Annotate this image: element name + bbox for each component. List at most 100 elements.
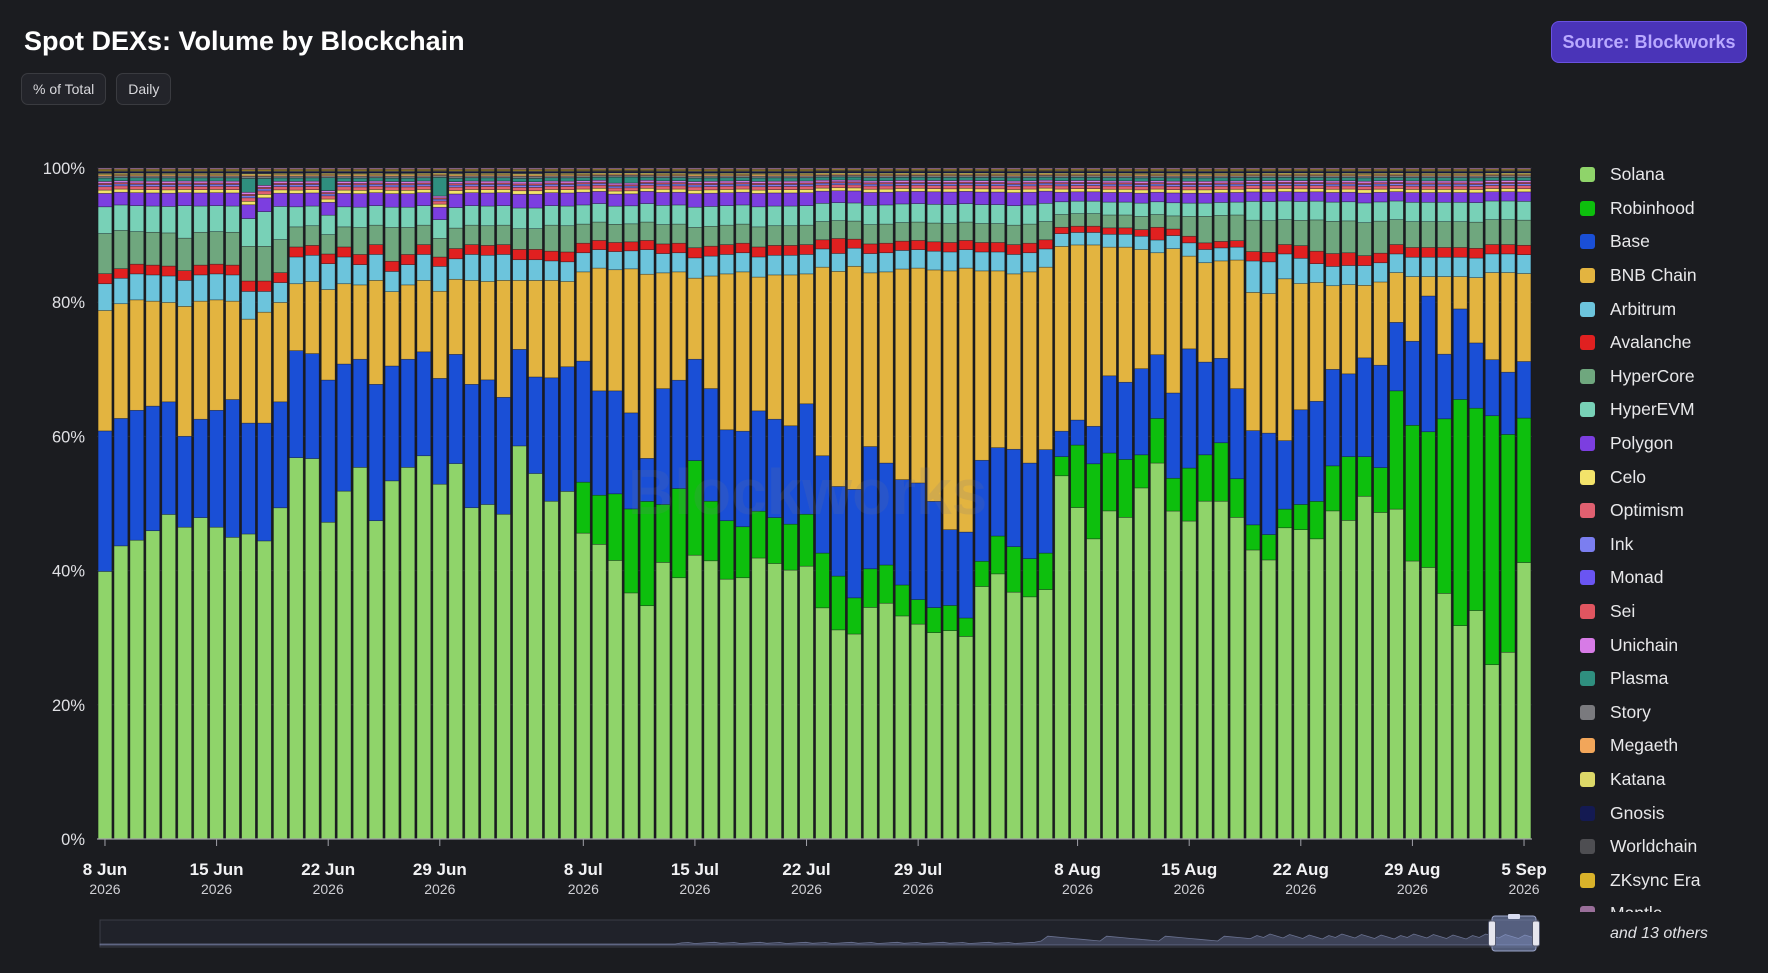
bar-segment (608, 187, 623, 192)
bar-segment (576, 481, 591, 534)
legend-item[interactable]: Base (1580, 225, 1760, 259)
bar-segment (1341, 252, 1356, 266)
legend-label: Optimism (1610, 500, 1684, 521)
bar-segment (464, 224, 479, 245)
bar-segment (113, 204, 129, 231)
legend-item[interactable]: Megaeth (1580, 729, 1760, 763)
bar-segment (480, 281, 495, 381)
legend-item[interactable]: Unichain (1580, 628, 1760, 662)
legend-item[interactable]: Robinhood (1580, 192, 1760, 226)
bar-segment (1166, 192, 1181, 204)
bar-segment (448, 190, 463, 195)
daily-toggle[interactable]: Daily (116, 73, 172, 105)
bar-segment (384, 365, 400, 482)
bar-segment (1102, 192, 1117, 203)
legend-item[interactable]: BNB Chain (1580, 259, 1760, 293)
bar-segment (416, 192, 432, 206)
bar-segment (113, 188, 129, 193)
bar-segment (847, 202, 862, 222)
x-tick-label: 29 Aug (1384, 860, 1440, 879)
bar-segment (1293, 185, 1308, 190)
bar-segment (847, 176, 862, 181)
legend-item[interactable]: HyperEVM (1580, 393, 1760, 427)
bar-segment (496, 513, 511, 840)
bar-segment (815, 190, 830, 204)
range-selection-window[interactable] (1491, 915, 1537, 952)
legend-item[interactable]: Mantle (1580, 897, 1760, 912)
bar-segment (1213, 185, 1229, 190)
bar-segment (528, 376, 543, 474)
bar-segment (560, 189, 575, 194)
legend-item[interactable]: Avalanche (1580, 326, 1760, 360)
bar-segment (1500, 253, 1516, 273)
legend-item[interactable]: Celo (1580, 460, 1760, 494)
legend-item[interactable]: Sei (1580, 595, 1760, 629)
bar-segment (1245, 260, 1261, 293)
bar-segment (1150, 188, 1165, 193)
bar-segment (639, 187, 655, 192)
bar-segment (496, 167, 511, 170)
bar-segment (1309, 263, 1324, 283)
bar-segment (1469, 189, 1484, 194)
bar-segment (448, 193, 463, 208)
bar-segment (257, 540, 272, 840)
source-button[interactable]: Source: Blockworks (1551, 21, 1747, 63)
bar-segment (815, 248, 830, 268)
bar-segment (895, 479, 910, 586)
bar-segment (1309, 501, 1324, 540)
bar-segment (1070, 167, 1085, 170)
legend-item[interactable]: Arbitrum (1580, 292, 1760, 326)
x-tick-year: 2026 (313, 881, 344, 897)
legend-item[interactable]: Solana (1580, 158, 1760, 192)
bar-segment (1102, 233, 1117, 248)
bar-segment (416, 167, 432, 170)
bar-segment (161, 265, 176, 277)
bar-segment (1150, 185, 1165, 190)
bar-segment (321, 289, 336, 381)
bar-segment (273, 302, 288, 403)
bar-segment (241, 197, 256, 202)
bar-segment (448, 354, 463, 464)
bar-segment (1293, 245, 1308, 259)
legend-more-link[interactable]: and 13 others (1610, 925, 1708, 942)
range-handle[interactable] (1532, 920, 1540, 947)
legend-item[interactable]: Optimism (1580, 494, 1760, 528)
bar-segment (879, 242, 894, 254)
bar-segment (432, 177, 447, 197)
bar-segment (1245, 219, 1261, 252)
bar-segment (1500, 244, 1516, 255)
bar-segment (1006, 244, 1021, 255)
bar-segment (97, 177, 113, 182)
legend-item[interactable]: HyperCore (1580, 360, 1760, 394)
bar-segment (1373, 188, 1388, 193)
bar-segment (113, 185, 129, 190)
legend-item[interactable]: Ink (1580, 528, 1760, 562)
bar-segment (528, 280, 543, 378)
legend-item[interactable]: Katana (1580, 763, 1760, 797)
bar-segment (1022, 252, 1037, 273)
legend-item[interactable]: ZKsync Era (1580, 863, 1760, 897)
legend-item[interactable]: Monad (1580, 561, 1760, 595)
bar-segment (703, 184, 719, 187)
legend-item[interactable]: Story (1580, 696, 1760, 730)
legend-item[interactable]: Polygon (1580, 427, 1760, 461)
bar-segment (1038, 248, 1053, 268)
legend-item[interactable]: Gnosis (1580, 796, 1760, 830)
bar-segment (368, 192, 384, 206)
bar-segment (926, 269, 942, 502)
bar-segment (799, 192, 814, 206)
bar-segment (1102, 375, 1117, 454)
bar-segment (703, 388, 719, 502)
percent-of-total-toggle[interactable]: % of Total (21, 73, 107, 105)
bar-segment (289, 283, 304, 351)
bar-segment (352, 264, 368, 286)
legend-item[interactable]: Plasma (1580, 662, 1760, 696)
bar-segment (1229, 201, 1245, 216)
bar-segment (177, 167, 192, 170)
legend-item[interactable]: Worldchain (1580, 830, 1760, 864)
range-handle[interactable] (1488, 920, 1496, 947)
bar-segment (879, 185, 894, 190)
x-tick-label: 29 Jul (894, 860, 942, 879)
bar-segment (1134, 186, 1149, 191)
bar-segment (751, 226, 766, 248)
